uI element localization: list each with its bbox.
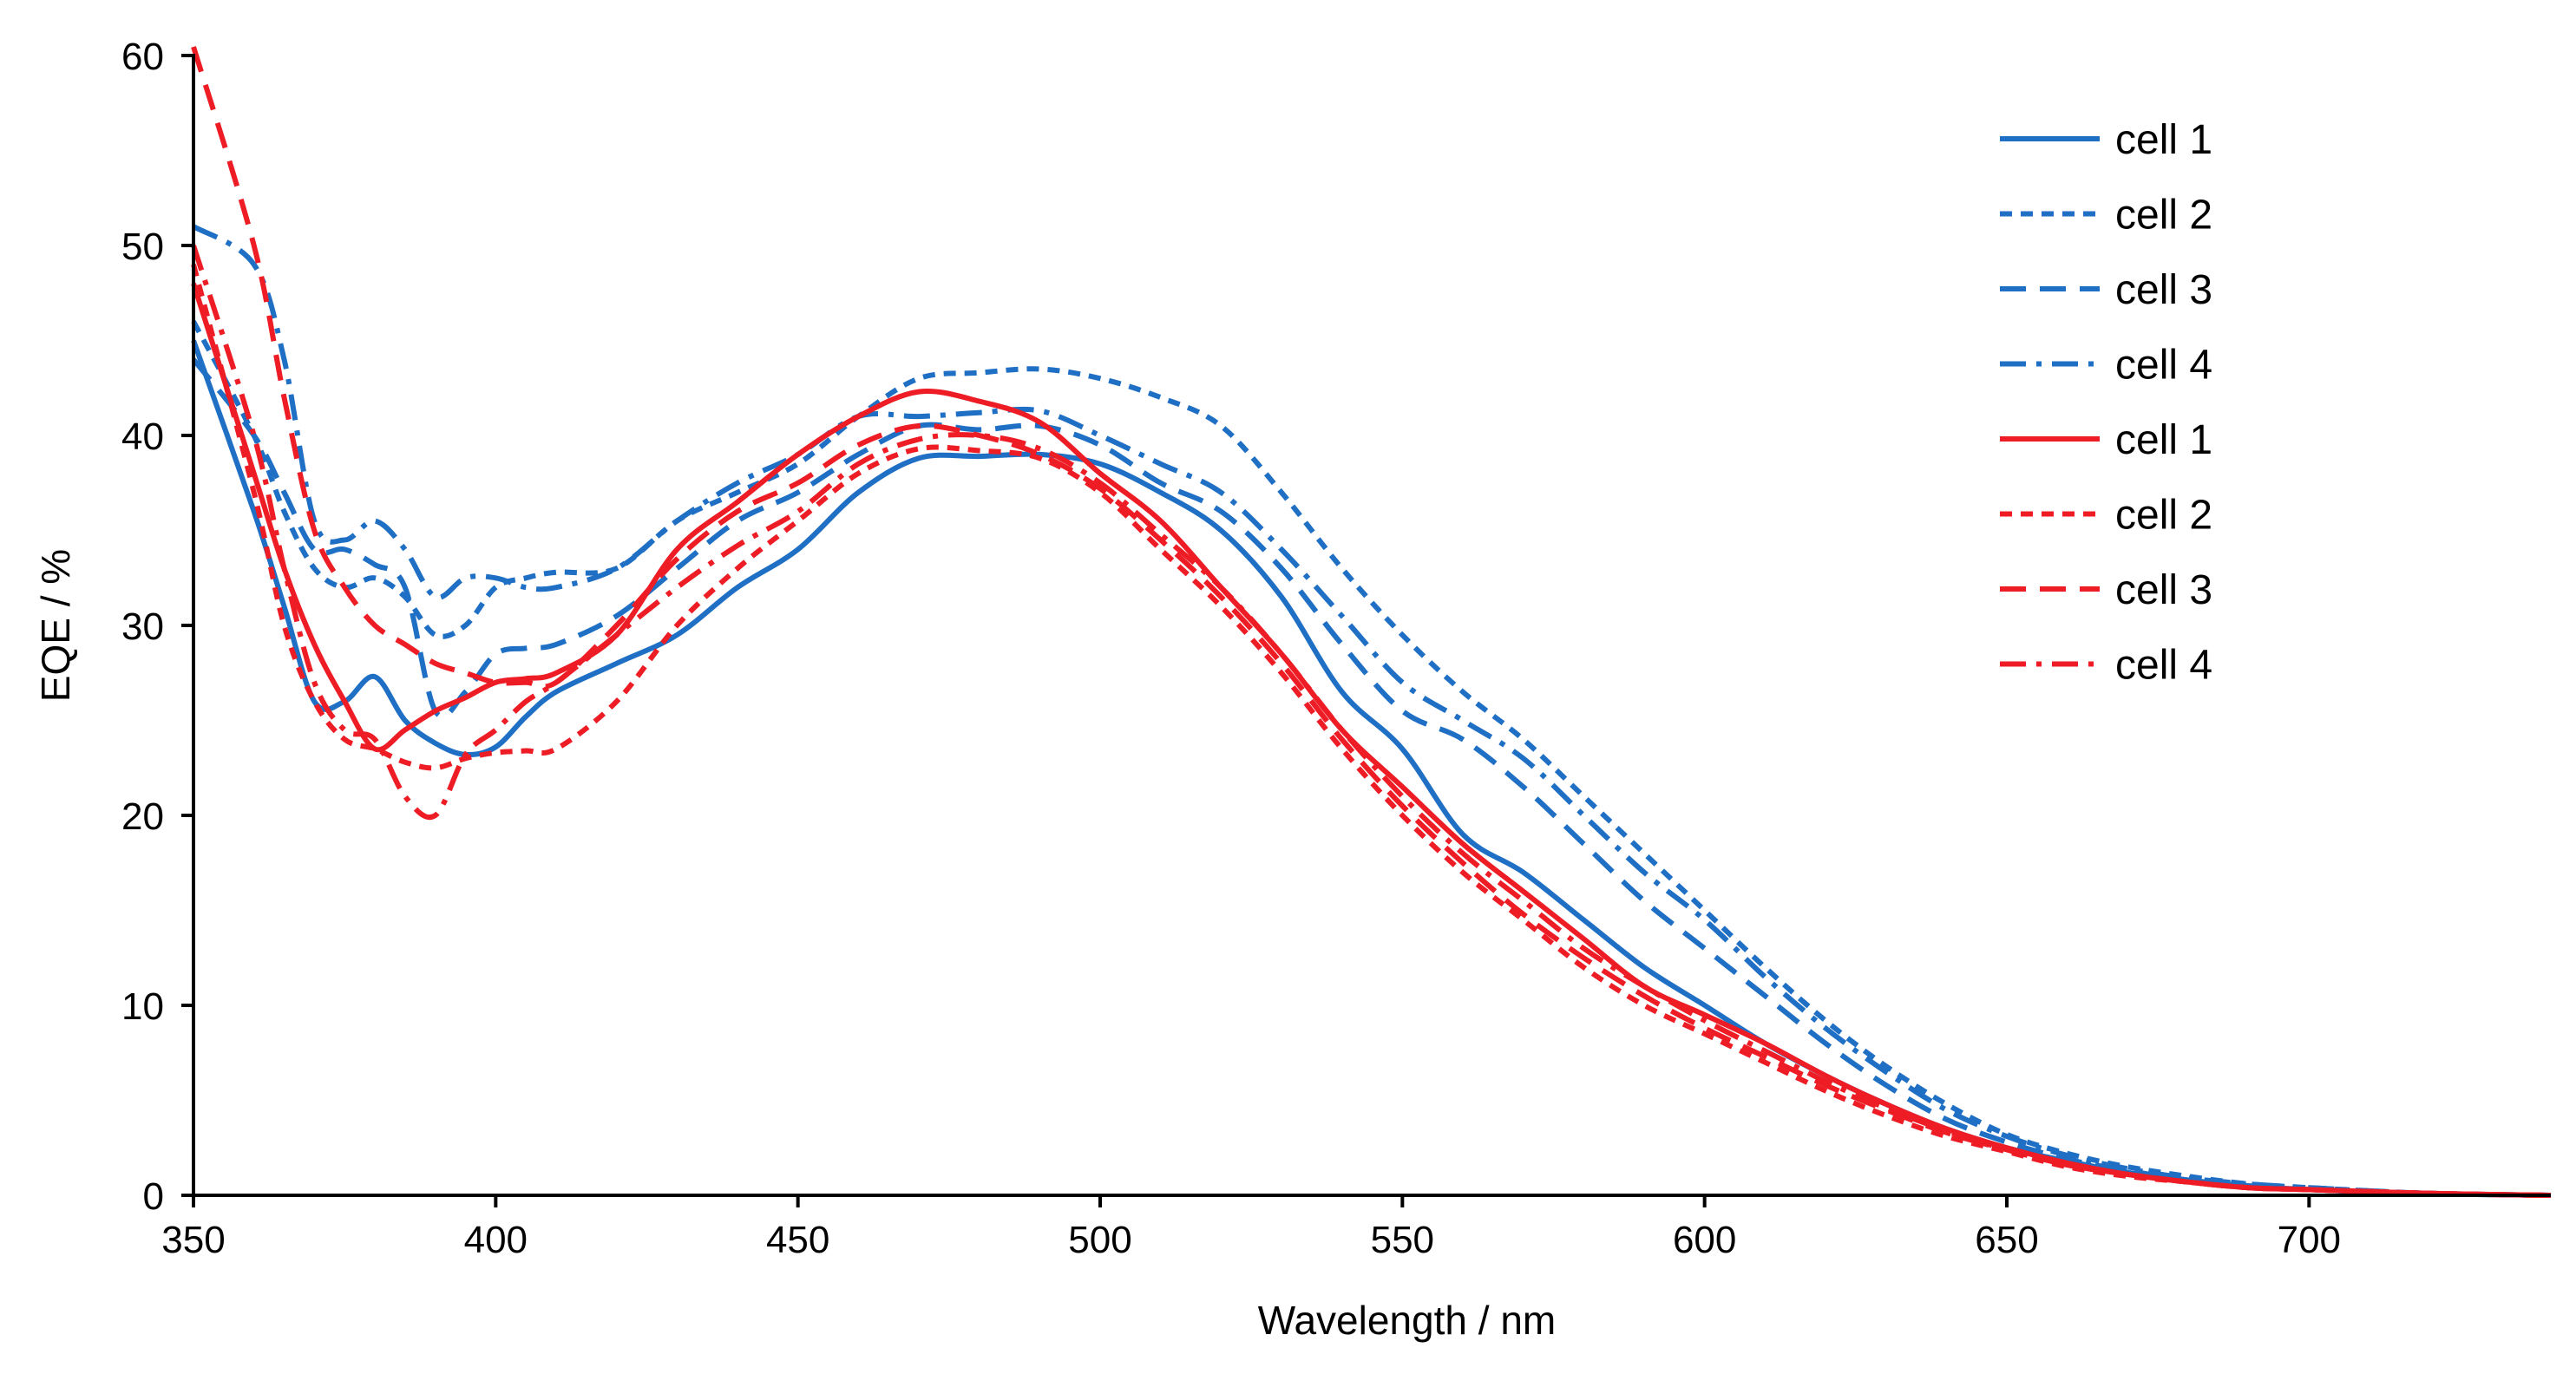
legend-label: cell 4 — [2115, 643, 2212, 689]
y-tick-label: 50 — [121, 226, 164, 268]
x-tick-label: 350 — [161, 1219, 225, 1261]
y-tick-label: 30 — [121, 605, 164, 648]
x-tick-label: 500 — [1068, 1219, 1131, 1261]
legend-label: cell 2 — [2115, 193, 2212, 239]
y-tick-label: 60 — [121, 36, 164, 78]
plot-lines — [191, 46, 2552, 1198]
x-tick-label: 700 — [2278, 1219, 2341, 1261]
x-tick-label: 550 — [1371, 1219, 1434, 1261]
x-axis-title: Wavelength / nm — [1258, 1298, 1556, 1343]
x-ticks: 350 400 450 500 550 600 650 700 — [161, 1195, 2341, 1261]
legend-label: cell 2 — [2115, 493, 2212, 539]
y-ticks: 0 10 20 30 40 50 60 — [121, 36, 193, 1218]
y-tick-label: 10 — [121, 985, 164, 1028]
legend: cell 1 cell 2 cell 3 cell 4 cell 1 cell 2 cell… — [2000, 117, 2212, 689]
y-tick-label: 20 — [121, 795, 164, 838]
legend-label: cell 1 — [2115, 417, 2212, 463]
x-tick-label: 450 — [766, 1219, 829, 1261]
y-tick-label: 40 — [121, 415, 164, 458]
series-line-4 — [192, 224, 2552, 1198]
legend-label: cell 3 — [2115, 267, 2212, 313]
x-tick-label: 650 — [1975, 1219, 2038, 1261]
x-tick-label: 400 — [464, 1219, 528, 1261]
y-axis-title: EQE / % — [33, 549, 78, 702]
series-line-8 — [191, 245, 2552, 1198]
legend-label: cell 1 — [2115, 117, 2212, 163]
legend-label: cell 4 — [2115, 343, 2212, 389]
y-tick-label: 0 — [143, 1175, 164, 1218]
series-line-6 — [191, 264, 2552, 1198]
x-tick-label: 600 — [1673, 1219, 1736, 1261]
legend-label: cell 3 — [2115, 567, 2212, 613]
